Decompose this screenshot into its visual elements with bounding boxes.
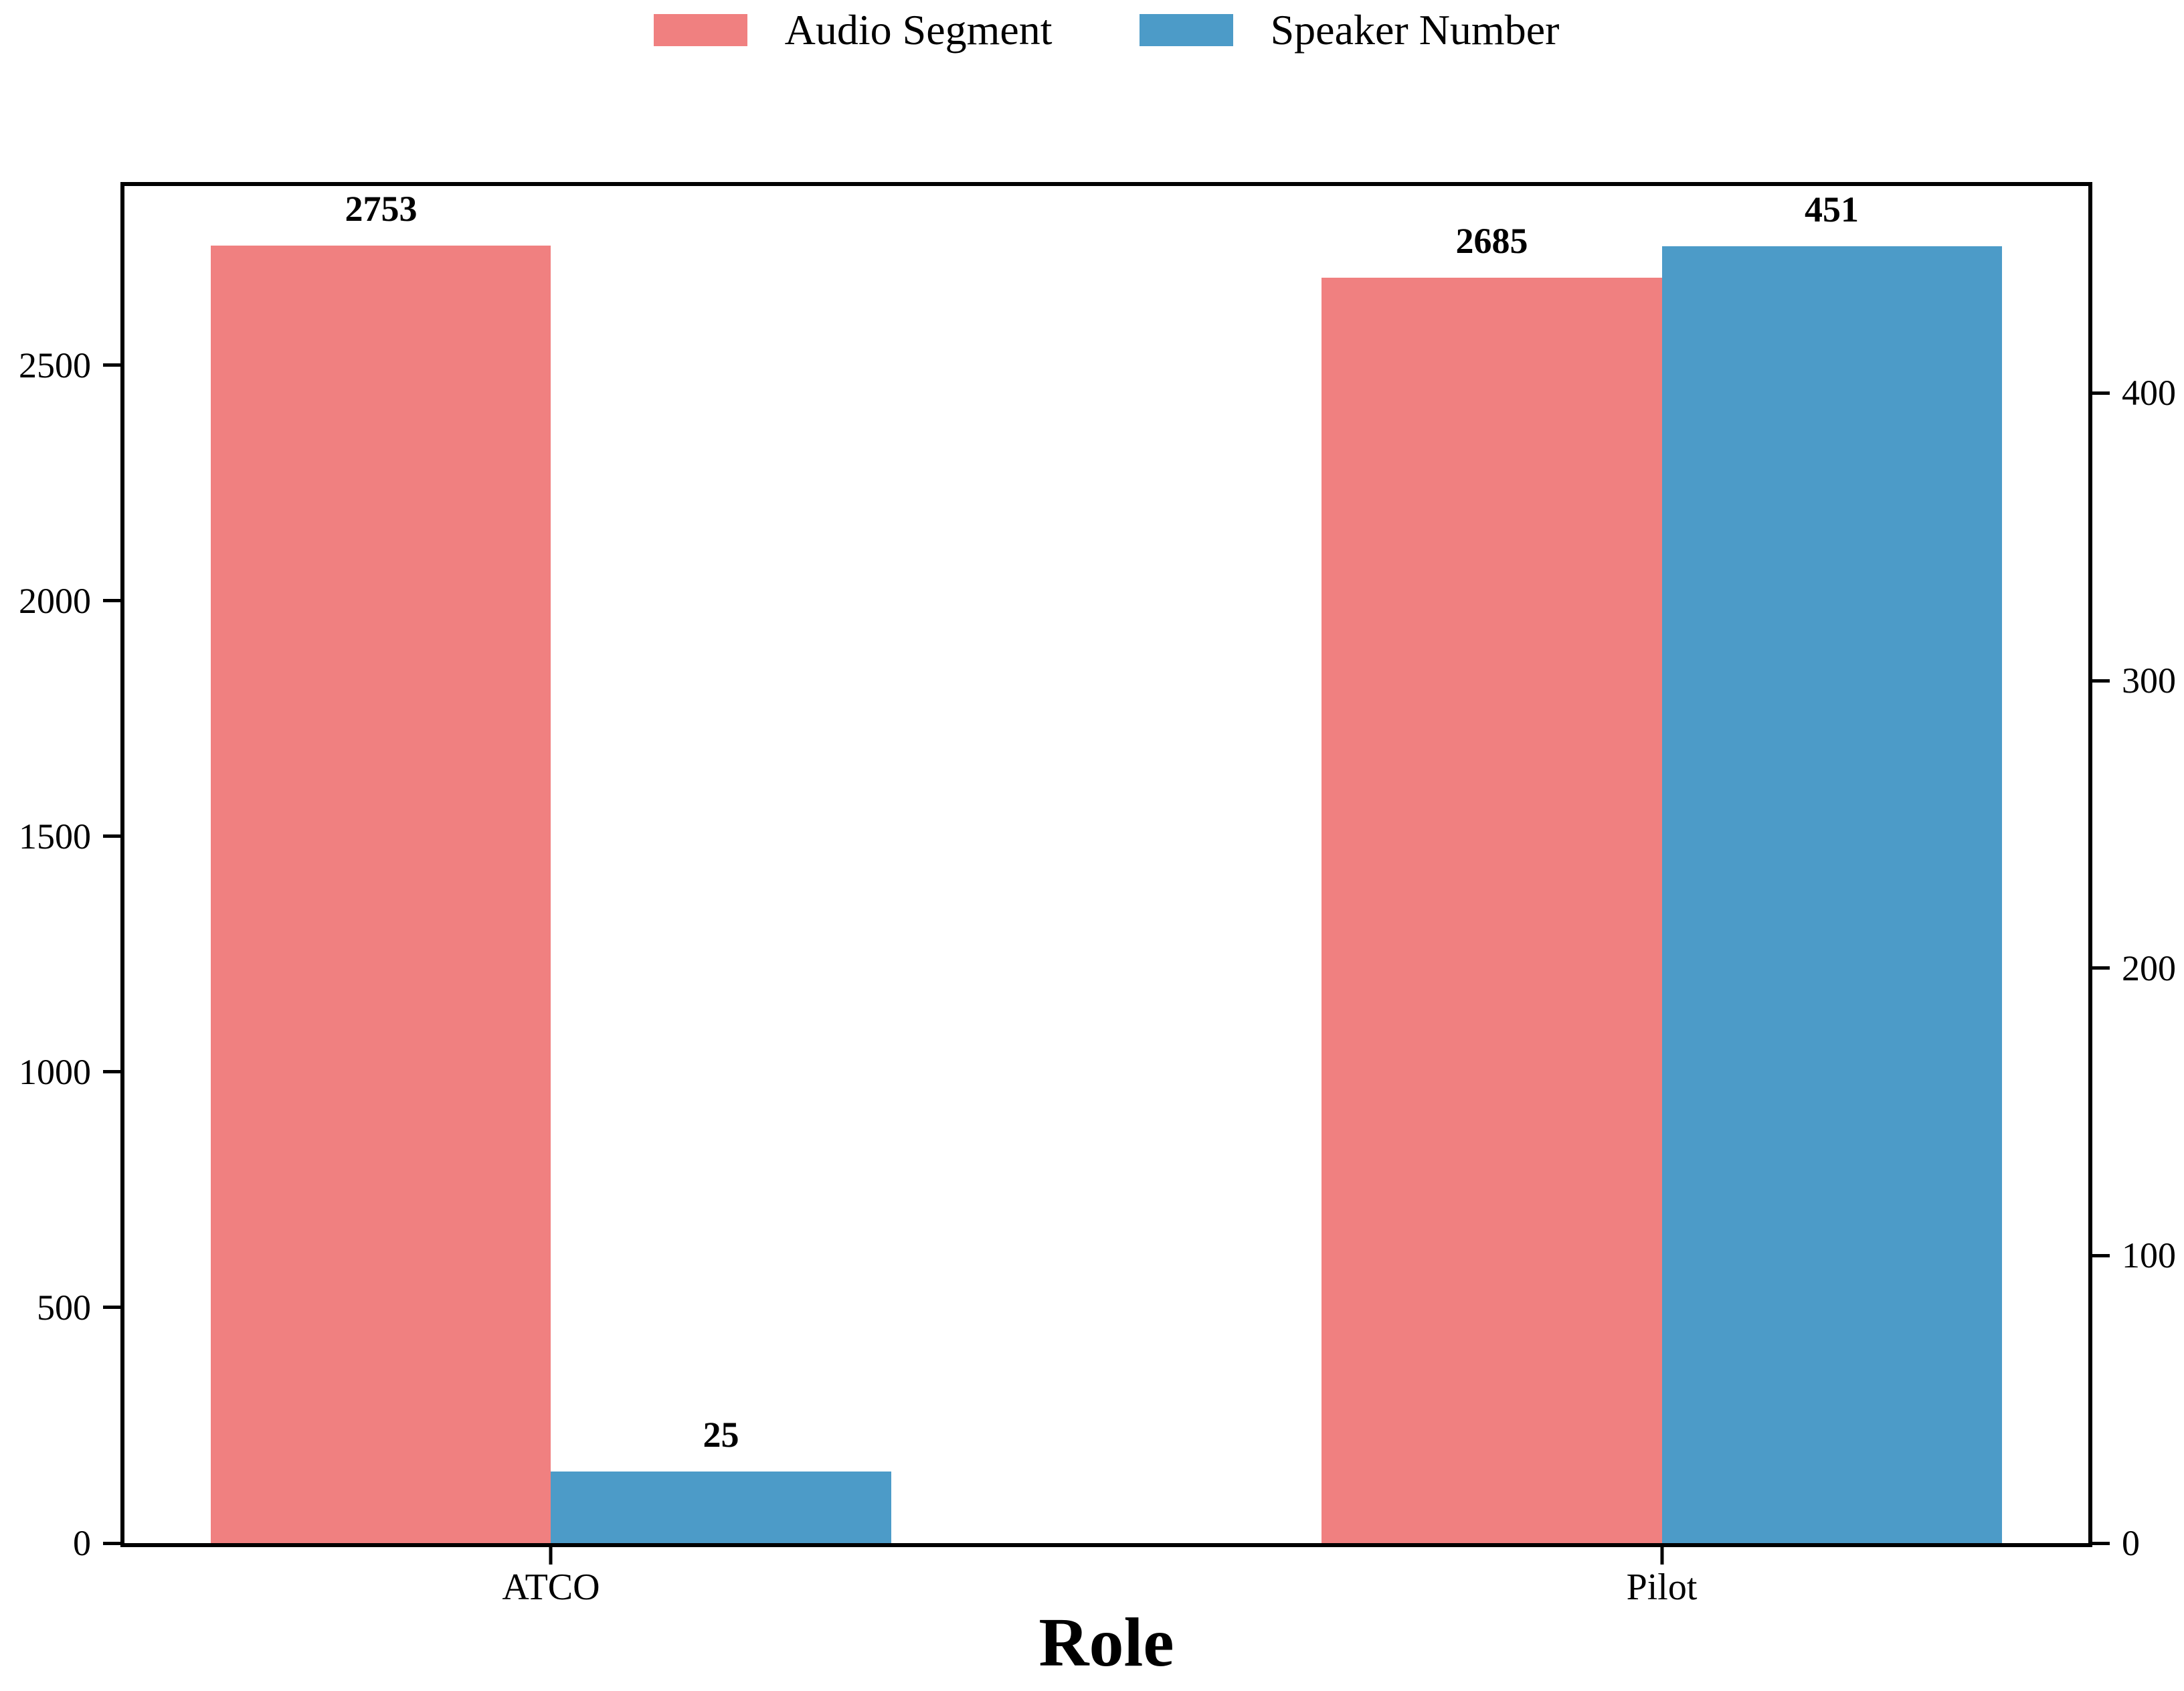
left-y-axis-tick-label: 2000 (19, 580, 91, 621)
left-y-axis-tick-label: 500 (37, 1287, 91, 1328)
x-axis-tick-pilot (1660, 1547, 1664, 1565)
left-y-axis-tick (103, 834, 120, 838)
right-y-axis-tick-label: 300 (2122, 660, 2176, 701)
bar-value-label-audio-segment-pilot: 2685 (1455, 221, 1528, 262)
bar-value-label-speaker-number-pilot: 451 (1805, 189, 1859, 230)
right-y-axis-tick-label: 400 (2122, 373, 2176, 414)
chart-legend: Audio Segment Speaker Number (120, 7, 2092, 54)
right-y-axis-tick (2092, 966, 2110, 970)
bar-speaker-number-atco (551, 1471, 891, 1543)
left-y-axis-tick-label: 0 (73, 1523, 91, 1563)
bar-speaker-number-pilot (1661, 246, 2002, 1543)
x-axis-title: Role (1038, 1604, 1174, 1681)
bar-value-label-audio-segment-atco: 2753 (345, 189, 418, 230)
plot-area: 0 500 1000 1500 2000 2500 0 100 200 300 400 2753 268… (19, 182, 2176, 1608)
left-y-axis-tick (103, 1541, 120, 1545)
right-y-axis-tick-label: 100 (2122, 1235, 2176, 1276)
legend-swatch-speaker-number-icon (1139, 14, 1233, 46)
right-y-axis-tick (2092, 391, 2110, 395)
bar-audio-segment-pilot (1322, 278, 1662, 1543)
legend-item-audio-segment: Audio Segment (653, 6, 1053, 54)
right-y-axis-tick (2092, 679, 2110, 683)
legend-label-speaker-number: Speaker Number (1270, 6, 1560, 54)
right-y-axis-tick-label: 0 (2122, 1523, 2140, 1563)
legend-swatch-audio-segment-icon (653, 14, 747, 46)
left-y-axis-tick (103, 363, 120, 367)
x-axis-tick-label-pilot: Pilot (1626, 1567, 1698, 1608)
left-y-axis-tick-label: 1000 (19, 1051, 91, 1092)
right-y-axis-tick-label: 200 (2122, 948, 2176, 988)
bar-audio-segment-atco (211, 246, 551, 1543)
left-y-axis-tick-label: 2500 (19, 345, 91, 385)
legend-label-audio-segment: Audio Segment (784, 6, 1053, 54)
left-y-axis-tick (103, 1070, 120, 1074)
left-y-axis-tick (103, 599, 120, 603)
right-y-axis-tick (2092, 1253, 2110, 1257)
left-y-axis-tick-label: 1500 (19, 816, 91, 857)
left-y-axis-tick (103, 1306, 120, 1310)
legend-item-speaker-number: Speaker Number (1139, 6, 1560, 54)
right-y-axis-tick (2092, 1541, 2110, 1545)
bar-value-label-speaker-number-atco: 25 (703, 1414, 739, 1455)
x-axis-tick-atco (549, 1547, 553, 1565)
x-axis-tick-label-atco: ATCO (502, 1567, 600, 1608)
